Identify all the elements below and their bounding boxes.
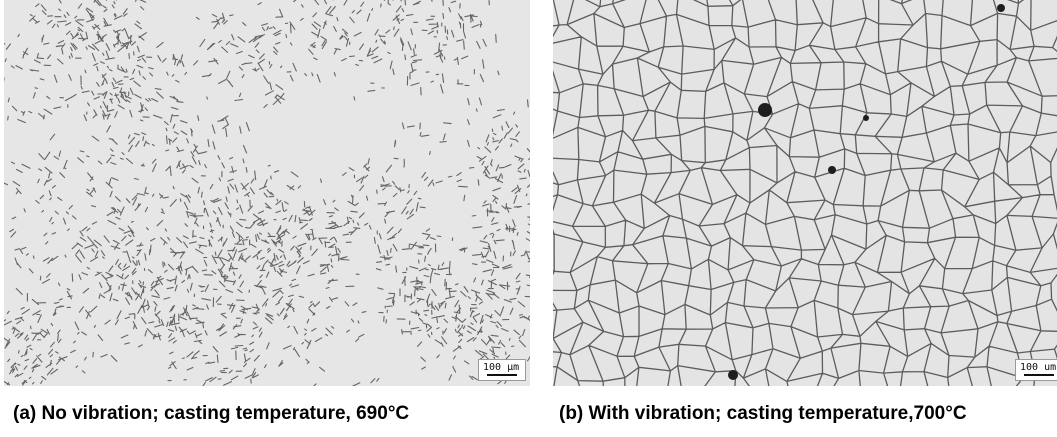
micrograph-panel-a: 100 µm xyxy=(4,0,530,386)
scale-bar-box: 100 um xyxy=(1015,359,1057,381)
caption-panel-a: (a) No vibration; casting temperature, 6… xyxy=(13,403,409,425)
scale-bar-label: 100 µm xyxy=(483,362,519,373)
scale-bar-line xyxy=(487,374,517,376)
micrograph-image-grains xyxy=(553,0,1057,386)
micrograph-image-dendritic xyxy=(4,0,530,386)
scale-bar-box: 100 µm xyxy=(478,359,526,381)
micrograph-panel-b: 100 um xyxy=(553,0,1057,386)
caption-panel-b: (b) With vibration; casting temperature,… xyxy=(559,403,967,425)
scale-bar-label: 100 um xyxy=(1020,362,1056,373)
scale-bar-line xyxy=(1024,374,1054,376)
